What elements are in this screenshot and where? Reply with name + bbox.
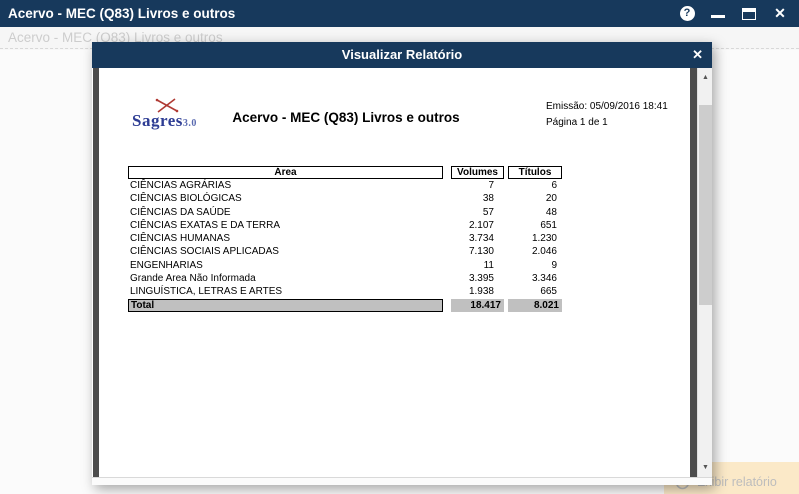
dialog-title: Visualizar Relatório bbox=[341, 47, 463, 62]
cell-titulos: 20 bbox=[545, 193, 557, 205]
cell-volumes: 7 bbox=[488, 180, 494, 191]
cell-area: CIÊNCIAS SOCIAIS APLICADAS bbox=[130, 246, 279, 258]
cell-titulos: 651 bbox=[540, 219, 557, 231]
cell-area: CIÊNCIAS EXATAS E DA TERRA bbox=[130, 219, 281, 231]
cell-area: ENGENHARIAS bbox=[130, 259, 203, 271]
cell-volumes: 38 bbox=[482, 193, 494, 205]
report-table: Área Volumes Títulos CIÊNCIAS AGRÁRIAS 7 6… bbox=[128, 166, 562, 312]
scroll-down-icon[interactable]: ▼ bbox=[702, 464, 709, 471]
minimize-icon bbox=[711, 15, 725, 18]
cell-titulos: 3.346 bbox=[531, 273, 557, 285]
maximize-icon bbox=[742, 7, 756, 20]
table-row: CIÊNCIAS SOCIAIS APLICADAS 7.130 2.046 bbox=[128, 245, 562, 258]
dialog-close-button[interactable]: ✕ bbox=[692, 47, 703, 62]
window-controls: ? ✕ bbox=[678, 0, 789, 27]
cell-titulos: 2.046 bbox=[531, 246, 557, 258]
cell-volumes: 57 bbox=[482, 206, 494, 218]
maximize-button[interactable] bbox=[740, 0, 758, 27]
table-row: CIÊNCIAS EXATAS E DA TERRA 2.107 651 bbox=[128, 219, 562, 232]
table-row: Grande Area Não Informada 3.395 3.346 bbox=[128, 272, 562, 285]
close-button[interactable]: ✕ bbox=[771, 0, 789, 27]
viewer-left-margin bbox=[93, 68, 99, 477]
cell-area: CIÊNCIAS AGRÁRIAS bbox=[130, 180, 232, 191]
scroll-up-icon[interactable]: ▲ bbox=[702, 74, 709, 81]
table-row: CIÊNCIAS DA SAÚDE 57 48 bbox=[128, 206, 562, 219]
cell-area: Grande Area Não Informada bbox=[130, 273, 256, 285]
table-row: CIÊNCIAS HUMANAS 3.734 1.230 bbox=[128, 232, 562, 245]
close-icon: ✕ bbox=[774, 5, 786, 21]
cell-titulos: 9 bbox=[551, 259, 557, 271]
column-header-titulos: Títulos bbox=[508, 166, 562, 179]
column-header-volumes: Volumes bbox=[451, 166, 504, 179]
titlebar: Acervo - MEC (Q83) Livros e outros ? ✕ bbox=[0, 0, 799, 27]
visualizar-relatorio-dialog: Visualizar Relatório ✕ Sagres3.0 bbox=[92, 42, 712, 485]
background-page-title: Acervo - MEC (Q83) Livros e outros bbox=[8, 30, 223, 45]
report-title: Acervo - MEC (Q83) Livros e outros bbox=[232, 110, 460, 125]
cell-volumes: 3.395 bbox=[468, 273, 494, 285]
column-header-area: Área bbox=[128, 166, 443, 179]
total-volumes: 18.417 bbox=[451, 298, 504, 312]
cell-volumes: 1.938 bbox=[468, 286, 494, 298]
horizontal-scrollbar[interactable] bbox=[92, 477, 712, 485]
scrollbar-thumb[interactable] bbox=[699, 105, 712, 305]
cell-area: CIÊNCIAS HUMANAS bbox=[130, 233, 231, 245]
table-row: CIÊNCIAS BIOLÓGICAS 38 20 bbox=[128, 192, 562, 205]
report-page: Sagres3.0 Acervo - MEC (Q83) Livros e ou… bbox=[99, 68, 690, 477]
exibir-relatorio-button[interactable]: Exibir relatório bbox=[664, 462, 799, 494]
cell-volumes: 11 bbox=[483, 259, 494, 271]
total-label: Total bbox=[128, 298, 443, 312]
cell-titulos: 48 bbox=[545, 206, 557, 218]
sagres-logo: Sagres3.0 bbox=[132, 98, 222, 134]
cell-volumes: 7.130 bbox=[468, 246, 494, 258]
sagres-logo-x-icon bbox=[155, 98, 179, 113]
cell-area: LINGUÍSTICA, LETRAS E ARTES bbox=[130, 286, 283, 298]
report-viewer: Sagres3.0 Acervo - MEC (Q83) Livros e ou… bbox=[92, 68, 712, 477]
cell-volumes: 2.107 bbox=[468, 219, 494, 231]
window-title: Acervo - MEC (Q83) Livros e outros bbox=[8, 6, 236, 21]
table-row: CIÊNCIAS AGRÁRIAS 7 6 bbox=[128, 179, 562, 192]
minimize-button[interactable] bbox=[709, 0, 727, 27]
table-body: CIÊNCIAS AGRÁRIAS 7 6 CIÊNCIAS BIOLÓGICAS 38… bbox=[128, 179, 562, 299]
total-titulos: 8.021 bbox=[508, 298, 562, 312]
page-number: Página 1 de 1 bbox=[546, 117, 608, 128]
vertical-scrollbar[interactable]: ▲ ▼ bbox=[697, 68, 712, 477]
table-row: ENGENHARIAS 11 9 bbox=[128, 259, 562, 272]
emission-timestamp: Emissão: 05/09/2016 18:41 bbox=[546, 101, 668, 112]
sagres-logo-text: Sagres3.0 bbox=[132, 111, 197, 130]
cell-titulos: 1.230 bbox=[531, 233, 557, 245]
table-total-row: Total 18.417 8.021 bbox=[128, 298, 562, 312]
help-icon: ? bbox=[679, 6, 695, 21]
sagres-logo-version: 3.0 bbox=[182, 118, 197, 129]
table-header-row: Área Volumes Títulos bbox=[128, 166, 562, 179]
dialog-header: Visualizar Relatório ✕ bbox=[92, 42, 712, 68]
exibir-relatorio-label: Exibir relatório bbox=[697, 475, 777, 489]
cell-area: CIÊNCIAS DA SAÚDE bbox=[130, 206, 231, 218]
cell-titulos: 6 bbox=[551, 180, 557, 191]
cell-volumes: 3.734 bbox=[468, 233, 494, 245]
cell-area: CIÊNCIAS BIOLÓGICAS bbox=[130, 193, 242, 205]
help-button[interactable]: ? bbox=[678, 0, 696, 27]
report-meta: Emissão: 05/09/2016 18:41 Página 1 de 1 bbox=[546, 101, 668, 129]
viewer-right-margin bbox=[690, 68, 697, 477]
table-row: LINGUÍSTICA, LETRAS E ARTES 1.938 665 bbox=[128, 285, 562, 298]
cell-titulos: 665 bbox=[540, 286, 557, 298]
